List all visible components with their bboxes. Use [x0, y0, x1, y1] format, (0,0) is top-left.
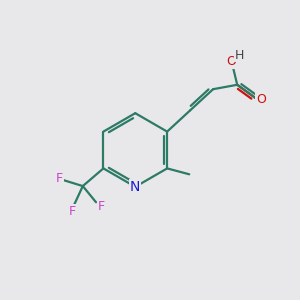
Text: F: F	[56, 172, 63, 185]
Text: N: N	[130, 180, 140, 194]
Text: F: F	[98, 200, 105, 213]
Text: F: F	[69, 205, 76, 218]
Text: O: O	[256, 93, 266, 106]
Text: H: H	[235, 49, 244, 62]
Text: O: O	[226, 55, 236, 68]
